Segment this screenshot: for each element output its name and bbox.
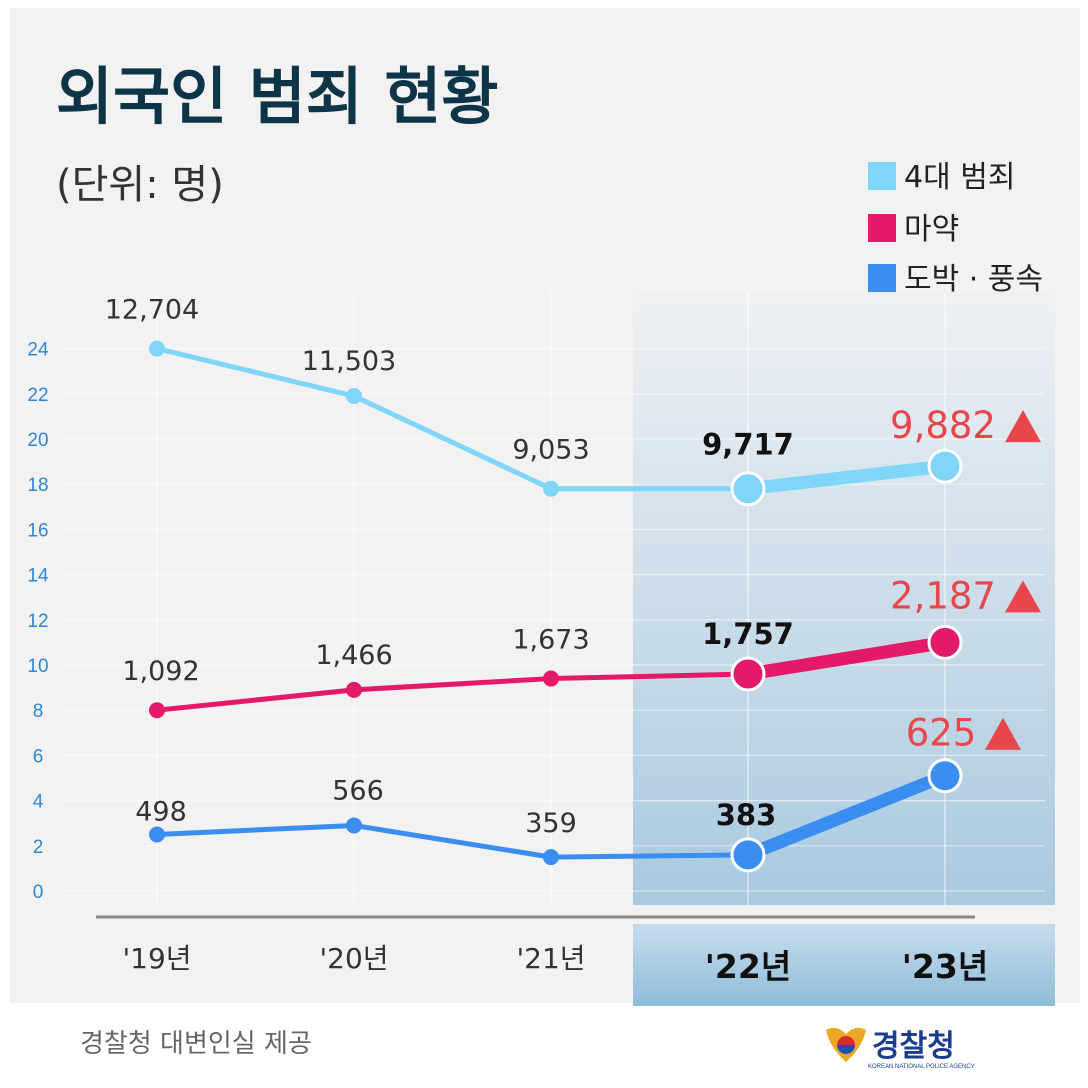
x-tick-label: '22년: [705, 947, 791, 986]
value-label-major: 12,704: [105, 295, 199, 326]
data-point-major: [149, 340, 165, 357]
x-tick-label: '20년: [319, 942, 388, 975]
data-point-drugs: [149, 702, 165, 719]
legend-label-major: 4대 범죄: [904, 160, 1015, 195]
x-axis: '19년 '20년 '21년 '22년 '23년: [122, 942, 988, 986]
data-point-drugs: [543, 670, 559, 687]
value-label-major: 9,053: [512, 435, 589, 466]
y-tick-label: 14: [27, 566, 49, 587]
value-label-gambling: 383: [716, 798, 777, 832]
x-tick-label: '23년: [902, 947, 988, 986]
page-title: 외국인 범죄 현황: [56, 60, 498, 133]
x-tick-label: '21년: [516, 942, 585, 975]
series-layer: [149, 340, 963, 873]
value-label-gambling: 498: [135, 797, 187, 828]
data-point-drugs: [346, 681, 362, 698]
highlight-category-band: [633, 924, 1055, 1006]
increase-triangle-icon: [985, 717, 1021, 750]
legend: 4대 범죄 마약 도박 · 풍속: [868, 160, 1043, 297]
data-point-gambling: [346, 817, 362, 834]
increase-triangle-icon: [1005, 580, 1041, 613]
value-label-drugs-latest: 2,187: [890, 574, 996, 617]
value-label-major: 11,503: [302, 346, 396, 377]
data-point-gambling: [730, 837, 766, 873]
y-tick-label: 16: [27, 520, 48, 541]
series-highlight-segment-drugs: [741, 635, 952, 681]
value-label-gambling-latest: 625: [906, 712, 977, 755]
value-label-drugs: 1,673: [512, 625, 589, 656]
y-tick-label: 22: [27, 385, 48, 406]
y-tick-label: 8: [33, 701, 44, 722]
x-tick-label: '19년: [122, 942, 191, 975]
data-point-major: [730, 471, 766, 507]
value-label-gambling: 359: [525, 808, 577, 839]
data-point-gambling: [543, 849, 559, 866]
data-point-major: [346, 388, 362, 405]
y-tick-label: 20: [27, 430, 48, 451]
source-credit: 경찰청 대변인실 제공: [80, 1029, 312, 1059]
value-label-gambling: 566: [332, 775, 384, 806]
y-tick-label: 2: [33, 837, 44, 858]
legend-swatch-major: [868, 162, 896, 190]
value-label-major: 9,717: [702, 428, 794, 462]
y-tick-label: 24: [27, 340, 49, 361]
series-line-gambling: [154, 822, 751, 860]
data-point-major: [543, 480, 559, 497]
data-point-major: [927, 448, 963, 484]
logo-wordmark: 경찰청: [872, 1029, 955, 1064]
police-emblem-icon: [826, 1027, 866, 1062]
y-tick-label: 12: [27, 611, 48, 632]
grid-layer: [60, 292, 1045, 905]
legend-swatch-drugs: [868, 214, 896, 242]
value-label-drugs: 1,466: [315, 640, 392, 671]
unit-label: (단위: 명): [56, 162, 224, 208]
legend-swatch-gambling: [868, 264, 896, 292]
series-line-drugs: [154, 671, 751, 713]
series-line-major: [154, 346, 751, 492]
value-label-drugs: 1,092: [122, 656, 199, 687]
series-highlight-segment-gambling: [741, 769, 952, 862]
legend-label-drugs: 마약: [904, 212, 959, 247]
data-point-gambling: [149, 826, 165, 843]
series-highlight-segment-major: [741, 459, 952, 496]
data-point-drugs: [730, 656, 766, 692]
y-tick-label: 10: [27, 656, 48, 677]
data-labels: 12,704 11,503 9,053 9,717 9,882 1,092 1,466 1,6…: [105, 295, 1041, 839]
logo-subtext: KOREAN NATIONAL POLICE AGENCY: [868, 1064, 975, 1070]
y-tick-label: 0: [33, 882, 44, 903]
increase-triangle-icon: [1005, 410, 1041, 443]
data-point-drugs: [927, 624, 963, 660]
y-tick-label: 18: [27, 475, 48, 496]
y-tick-label: 6: [33, 746, 44, 767]
data-point-gambling: [927, 758, 963, 794]
legend-label-gambling: 도박 · 풍속: [904, 262, 1043, 297]
police-logo: 경찰청 KOREAN NATIONAL POLICE AGENCY: [826, 1027, 975, 1070]
value-label-major-latest: 9,882: [890, 404, 996, 447]
value-label-drugs: 1,757: [702, 617, 794, 651]
y-tick-label: 4: [33, 792, 44, 813]
